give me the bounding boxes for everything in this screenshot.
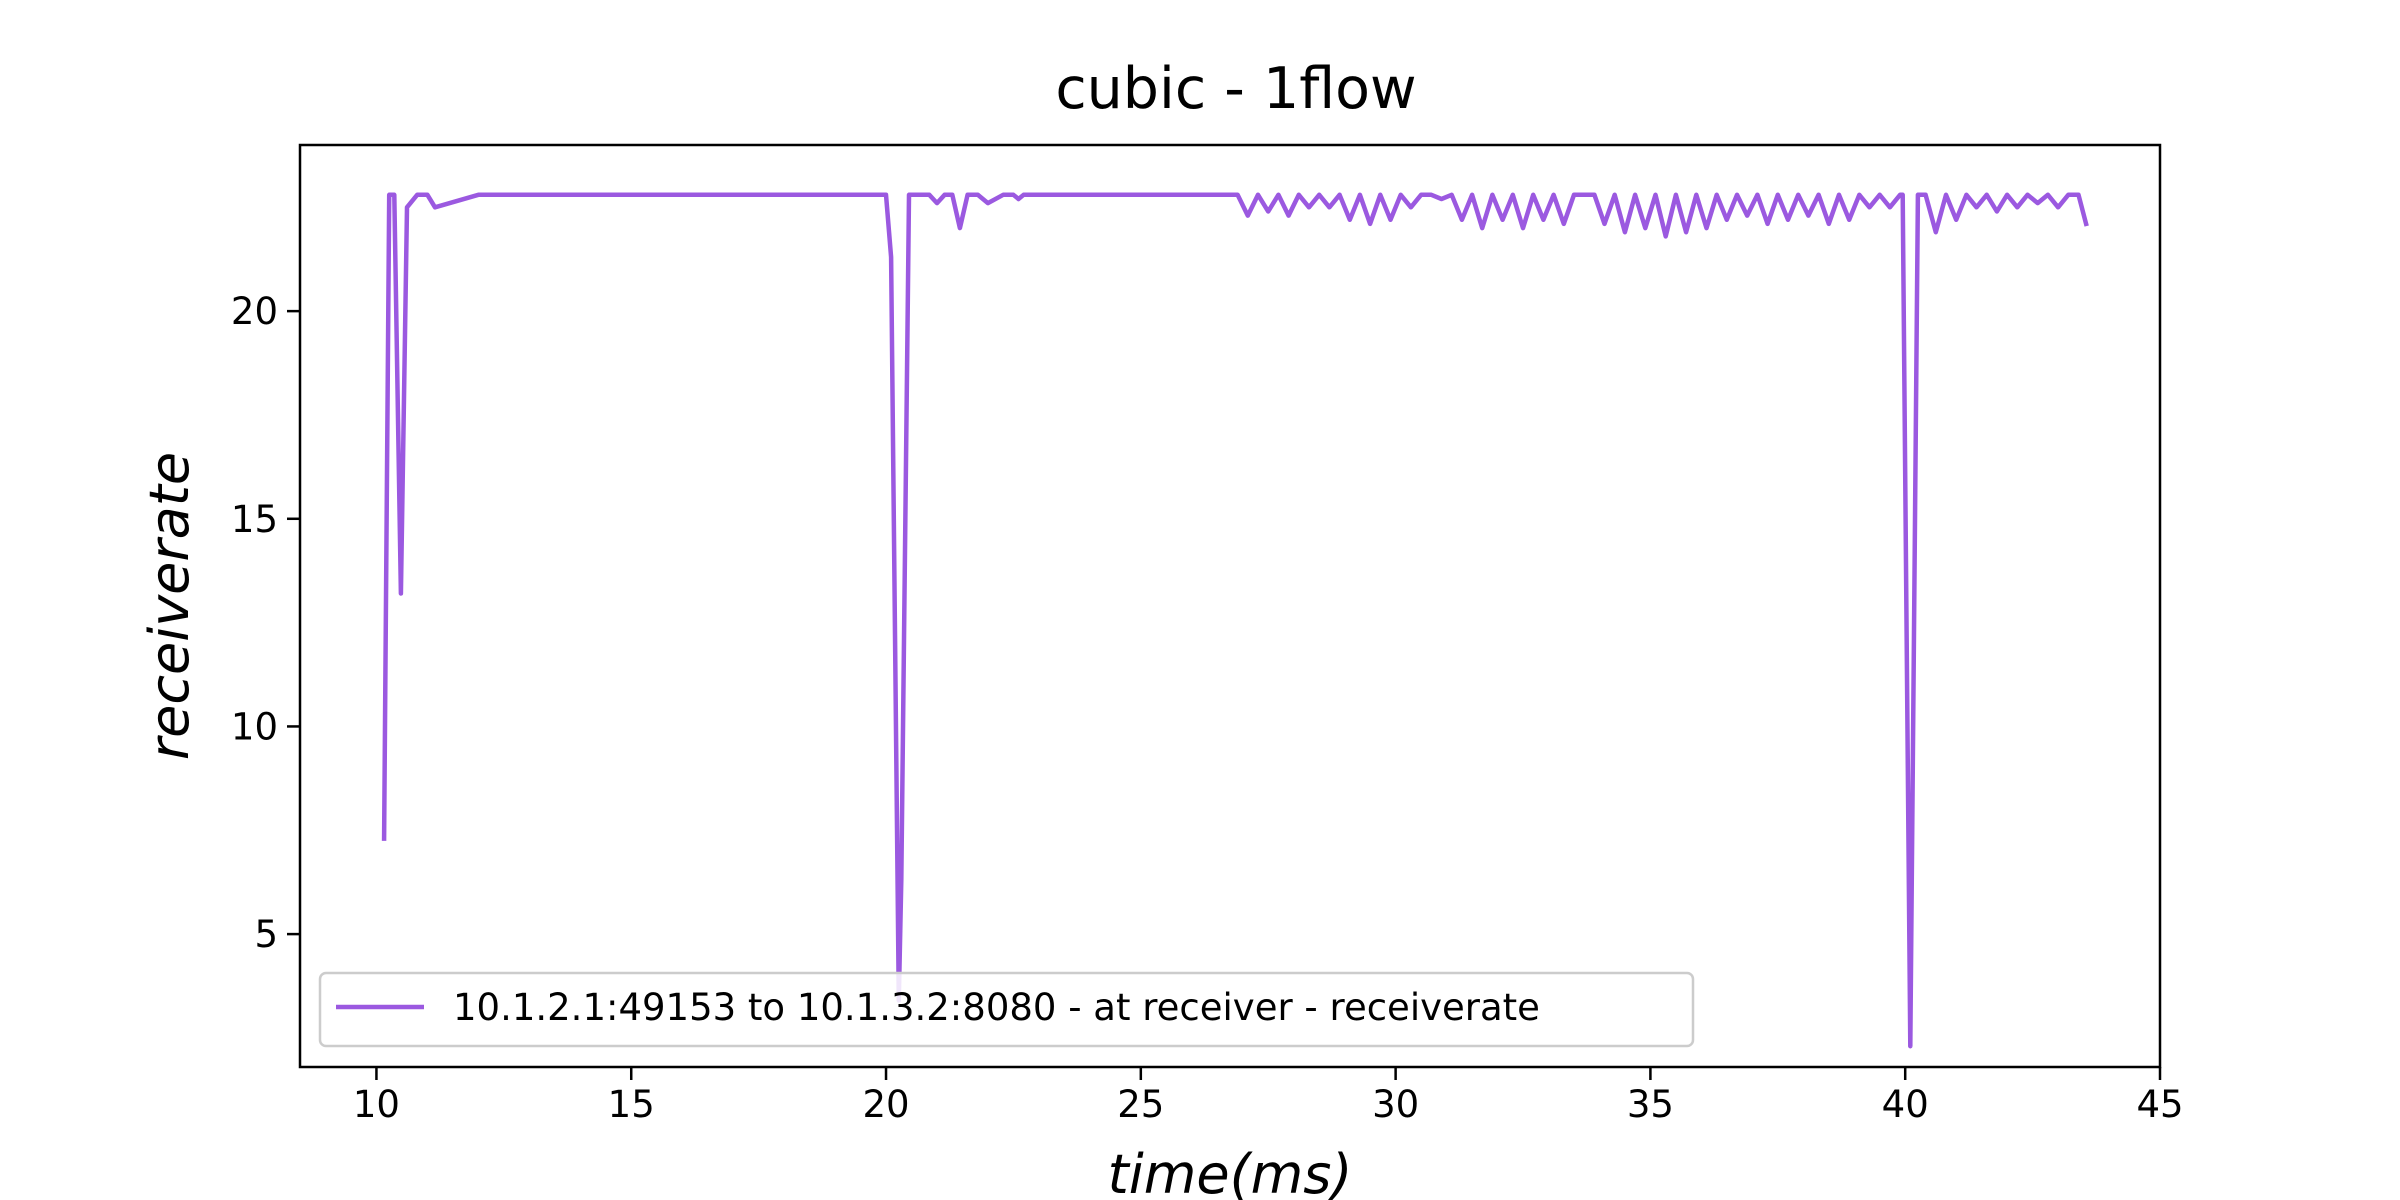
y-axis: 5 10 15 20: [231, 290, 300, 956]
x-tick-label: 25: [1117, 1083, 1164, 1126]
x-tick-label: 10: [353, 1083, 400, 1126]
x-axis-label: time(ms): [1108, 1143, 1353, 1200]
plot-frame: [298, 143, 2162, 1069]
y-tick-label: 15: [231, 498, 278, 541]
x-tick-label: 30: [1372, 1083, 1419, 1126]
legend-box: [318, 971, 1695, 1048]
y-tick-label: 5: [254, 913, 278, 956]
x-tick-label: 15: [608, 1083, 655, 1126]
chart-title: cubic - 1flow: [1055, 56, 1416, 122]
legend: 10.1.2.1:49153 to 10.1.3.2:8080 - at rec…: [318, 971, 1695, 1048]
x-tick-label: 20: [862, 1083, 909, 1126]
x-tick-label: 40: [1882, 1083, 1929, 1126]
y-tick-label: 20: [231, 290, 278, 333]
y-tick-label: 10: [231, 705, 278, 748]
y-axis-label: receiverate: [138, 452, 201, 760]
x-axis: 10 15 20 25 30 35 40 45: [353, 1067, 2184, 1126]
plot-area: [381, 192, 2089, 1049]
x-tick-label: 35: [1627, 1083, 1674, 1126]
series-line-1: [381, 192, 2089, 1049]
x-tick-label: 45: [2136, 1083, 2183, 1126]
legend-label-series-1: 10.1.2.1:49153 to 10.1.3.2:8080 - at rec…: [453, 986, 1540, 1029]
